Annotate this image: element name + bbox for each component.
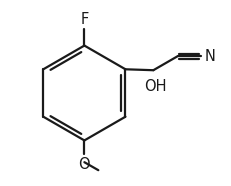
Text: OH: OH bbox=[143, 79, 166, 94]
Text: N: N bbox=[203, 49, 214, 64]
Text: O: O bbox=[78, 157, 90, 172]
Text: F: F bbox=[80, 12, 88, 27]
